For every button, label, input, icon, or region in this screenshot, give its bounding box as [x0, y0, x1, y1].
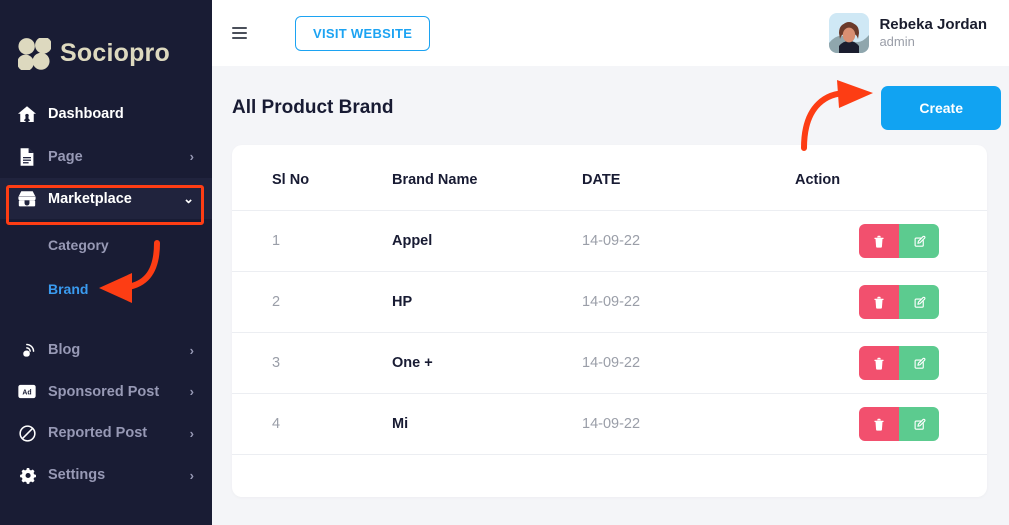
svg-text:Ad: Ad: [22, 390, 31, 397]
